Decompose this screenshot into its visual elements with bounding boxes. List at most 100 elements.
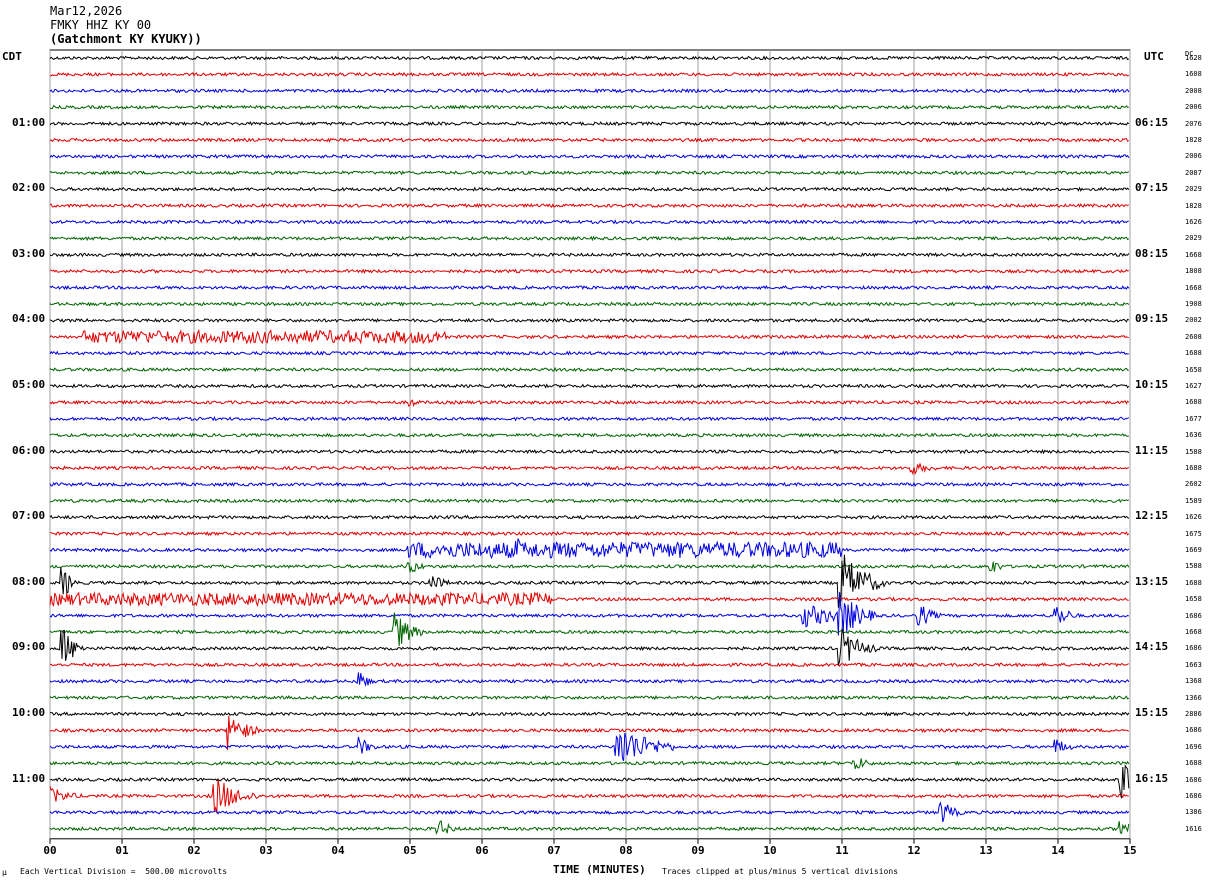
dc-offset-label: 1808	[1185, 267, 1202, 276]
dc-offset-label: 1677	[1185, 414, 1202, 423]
trace-line-19	[49, 366, 1129, 373]
dc-offset-label: 1616	[1185, 824, 1202, 833]
right-hour-label: 16:15	[1135, 771, 1169, 785]
dc-offset-label: 2006	[1185, 152, 1202, 161]
trace-line-25	[49, 463, 1129, 476]
x-axis-title: TIME (MINUTES)	[553, 863, 646, 876]
trace-line-14	[49, 284, 1130, 291]
right-hour-label: 11:15	[1135, 443, 1169, 457]
x-tick-label-10: 10	[763, 844, 776, 857]
trace-line-5	[49, 137, 1130, 143]
dc-offset-label: 1636	[1185, 431, 1202, 440]
dc-offset-label: 2029	[1185, 234, 1202, 243]
dc-offset-label: 1688	[1185, 464, 1202, 472]
dc-offset-label: 1588	[1185, 447, 1202, 456]
trace-line-2	[49, 88, 1130, 94]
trace-line-46	[49, 801, 1130, 823]
plot-frame	[49, 49, 1131, 840]
dc-offset-label: 1626	[1185, 513, 1202, 522]
dc-offset-label: 1366	[1185, 693, 1202, 702]
dc-offset-label: 2886	[1185, 710, 1202, 718]
dc-offset-label: 1688	[1185, 349, 1202, 358]
x-tick-label-01: 01	[115, 844, 129, 857]
left-hour-label: 09:00	[12, 640, 46, 654]
chart-date: Mar12,2026	[50, 4, 123, 18]
dc-offset-label: 2006	[1185, 103, 1202, 112]
dc-offset-label: 2602	[1185, 480, 1202, 489]
trace-line-37	[49, 662, 1129, 668]
dc-offset-label: 2076	[1185, 119, 1202, 128]
right-hour-label: 15:15	[1135, 706, 1169, 719]
x-tick-label-09: 09	[691, 844, 704, 857]
trace-line-36	[49, 628, 1129, 666]
trace-line-8	[49, 186, 1130, 192]
trace-line-40	[49, 711, 1130, 717]
x-tick-label-02: 02	[187, 844, 200, 857]
left-hour-label: 06:00	[12, 443, 46, 457]
trace-line-7	[49, 170, 1130, 176]
dc-offset-label: 1669	[1185, 546, 1202, 554]
trace-line-16	[49, 317, 1130, 324]
dc-offset-label: 1628	[1185, 54, 1202, 62]
left-hour-label: 08:00	[12, 574, 46, 588]
trace-line-24	[49, 448, 1130, 455]
left-hour-label: 10:00	[12, 706, 46, 719]
dc-header-label: DC	[1185, 50, 1194, 58]
left-hour-label: 11:00	[12, 771, 46, 785]
x-tick-label-05: 05	[403, 844, 416, 857]
clip-note: Traces clipped at plus/minus 5 vertical …	[662, 867, 899, 876]
dc-offset-label: 1688	[1185, 398, 1202, 407]
dc-offset-label: 1668	[1185, 283, 1202, 292]
x-tick-label-12: 12	[907, 844, 920, 857]
dc-offset-label: 2002	[1185, 316, 1202, 325]
trace-line-28	[49, 514, 1130, 520]
trace-line-38	[49, 672, 1130, 687]
trace-line-44	[49, 764, 1130, 799]
right-timezone-label: UTC	[1144, 50, 1164, 63]
x-tick-label-06: 06	[475, 844, 489, 857]
dc-offset-label: 1686	[1185, 775, 1202, 784]
trace-line-41	[49, 715, 1130, 751]
dc-offset-label: 1686	[1185, 726, 1202, 735]
left-hour-label: 07:00	[12, 509, 46, 523]
left-hour-label: 02:00	[12, 181, 46, 195]
trace-line-32	[49, 554, 1130, 608]
trace-line-39	[49, 695, 1130, 701]
dc-offset-label: 1658	[1185, 595, 1202, 604]
right-hour-label: 12:15	[1135, 509, 1169, 523]
trace-line-0	[49, 55, 1130, 61]
x-tick-label-11: 11	[835, 844, 849, 857]
dc-offset-label: 1686	[1185, 611, 1202, 620]
dc-offset-label: 1386	[1185, 808, 1202, 817]
x-tick-label-13: 13	[979, 844, 992, 857]
x-tick-label-15: 15	[1123, 844, 1136, 857]
trace-line-35	[49, 612, 1129, 647]
trace-line-10	[49, 219, 1129, 225]
dc-offset-label: 1686	[1185, 644, 1202, 653]
left-hour-label: 05:00	[12, 378, 46, 391]
trace-line-20	[49, 383, 1130, 389]
dc-offset-label: 2608	[1185, 332, 1202, 341]
left-hour-label: 03:00	[12, 246, 46, 260]
dc-offset-label: 1627	[1185, 382, 1202, 390]
trace-line-15	[49, 301, 1130, 307]
dc-offset-label: 1675	[1185, 529, 1202, 538]
dc-offset-label: 1688	[1185, 578, 1202, 587]
chart-location: (Gatchmont KY KYUKY))	[50, 32, 202, 46]
trace-line-33	[49, 591, 1129, 608]
trace-line-6	[49, 153, 1130, 160]
dc-offset-label: 1658	[1185, 365, 1202, 374]
x-tick-label-03: 03	[259, 844, 272, 857]
trace-line-27	[49, 498, 1130, 504]
trace-line-26	[49, 481, 1130, 488]
trace-line-42	[49, 732, 1129, 761]
x-tick-label-14: 14	[1051, 844, 1065, 857]
left-hour-label: 04:00	[12, 312, 46, 326]
x-tick-label-04: 04	[331, 844, 345, 857]
right-hour-label: 07:15	[1135, 181, 1169, 195]
dc-offset-label: 1696	[1185, 742, 1202, 751]
trace-line-3	[49, 104, 1129, 110]
trace-line-43	[49, 758, 1130, 769]
right-hour-label: 06:15	[1135, 115, 1169, 129]
